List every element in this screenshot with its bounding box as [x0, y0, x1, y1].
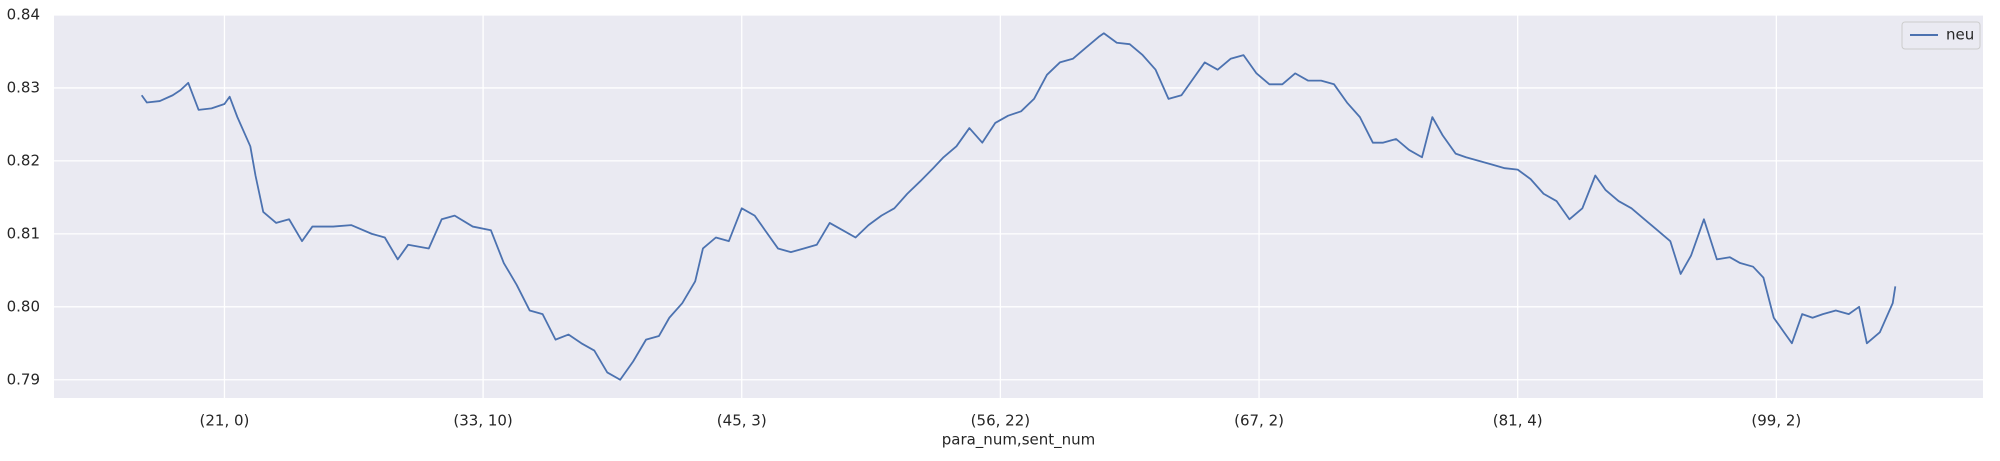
legend-label: neu	[1946, 26, 1974, 44]
y-tick-label: 0.79	[7, 370, 40, 388]
y-tick-label: 0.83	[7, 78, 40, 96]
y-tick-label: 0.84	[7, 6, 40, 24]
line	[140, 32, 1897, 381]
x-tick-label: (81, 4)	[1493, 412, 1543, 430]
x-tick-label: (21, 0)	[200, 412, 250, 430]
y-tick-label: 0.80	[7, 297, 40, 315]
x-tick-label: (33, 10)	[453, 412, 512, 430]
y-tick-label: 0.82	[7, 151, 40, 169]
x-tick-label: (56, 22)	[971, 412, 1030, 430]
legend-box	[1901, 21, 1981, 50]
x-tick-label: (99, 2)	[1751, 412, 1801, 430]
x-tick-label: (45, 3)	[717, 412, 767, 430]
plot-area	[54, 15, 1983, 398]
y-tick-label: 0.81	[7, 224, 40, 242]
x-axis-label: para_num,sent_num	[942, 431, 1096, 450]
x-tick-label: (67, 2)	[1234, 412, 1284, 430]
